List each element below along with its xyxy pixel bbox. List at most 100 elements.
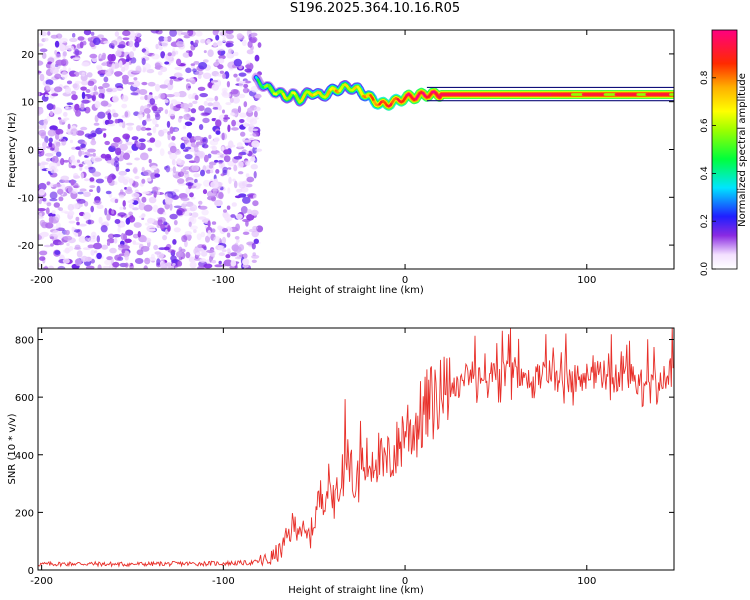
noise-speck	[53, 145, 60, 153]
noise-speck	[189, 216, 195, 223]
noise-speck	[245, 60, 251, 66]
noise-speck	[251, 140, 260, 148]
noise-speck	[53, 107, 63, 115]
noise-speck	[101, 54, 106, 61]
y-tick-label: 0	[28, 146, 34, 157]
noise-speck	[97, 86, 104, 90]
noise-speck	[225, 102, 232, 106]
noise-speck	[221, 236, 227, 244]
noise-speck	[239, 119, 245, 123]
noise-speck	[111, 40, 118, 46]
noise-speck	[112, 95, 119, 103]
noise-speck	[251, 243, 256, 250]
noise-speck	[64, 247, 70, 254]
noise-speck	[90, 231, 97, 239]
noise-speck	[106, 86, 114, 95]
noise-speck	[115, 87, 124, 91]
noise-speck	[156, 258, 161, 266]
noise-speck	[101, 244, 108, 250]
noise-speck	[107, 233, 115, 239]
noise-speck	[199, 93, 208, 98]
noise-speck	[198, 205, 208, 210]
noise-speck	[188, 102, 193, 108]
noise-speck	[161, 40, 169, 48]
noise-speck	[78, 223, 87, 227]
noise-speck	[87, 80, 95, 87]
noise-speck	[81, 91, 86, 100]
noise-speck	[67, 203, 75, 211]
noise-speck	[246, 209, 252, 215]
noise-speck	[222, 37, 226, 43]
noise-speck	[251, 259, 257, 263]
noise-speck	[185, 67, 192, 74]
colorbar-tick-label: 0.8	[700, 70, 710, 85]
noise-speck	[51, 226, 59, 230]
noise-speck	[65, 229, 70, 236]
noise-speck	[112, 261, 120, 268]
noise-speck	[118, 170, 127, 176]
noise-speck	[164, 61, 170, 65]
noise-speck	[184, 231, 192, 236]
noise-speck	[169, 145, 177, 154]
noise-speck	[103, 76, 109, 83]
noise-speck	[57, 241, 64, 246]
signal-ridge	[251, 72, 674, 111]
noise-speck	[77, 36, 85, 41]
noise-speck	[111, 210, 115, 215]
noise-speck	[78, 236, 88, 243]
noise-speck	[127, 82, 135, 85]
noise-speck	[169, 78, 174, 86]
noise-speck	[153, 244, 159, 251]
noise-speck	[39, 31, 47, 37]
noise-speck	[45, 83, 51, 91]
noise-speck	[133, 242, 141, 245]
noise-speck	[50, 62, 56, 68]
noise-speck	[141, 178, 146, 184]
noise-speck	[47, 265, 55, 269]
noise-speck	[54, 86, 63, 93]
noise-speck	[118, 122, 123, 127]
noise-speck	[49, 198, 58, 202]
noise-speck	[139, 105, 145, 113]
noise-speck	[85, 89, 91, 93]
noise-speck	[118, 253, 125, 257]
noise-speck	[178, 246, 183, 253]
noise-speck	[155, 43, 159, 50]
noise-speck	[75, 216, 80, 222]
noise-speck	[220, 173, 225, 177]
noise-speck	[38, 43, 44, 47]
noise-speck	[68, 220, 76, 224]
noise-speck	[255, 148, 263, 152]
noise-speck	[45, 79, 54, 86]
noise-speck	[63, 235, 73, 241]
noise-speck	[60, 210, 68, 213]
noise-speck	[193, 146, 199, 153]
noise-speck	[169, 203, 173, 211]
noise-speck	[131, 80, 141, 88]
noise-speck	[167, 225, 171, 232]
noise-speck	[72, 33, 76, 38]
noise-speck	[73, 229, 81, 233]
noise-speck	[229, 97, 234, 104]
noise-speck	[177, 171, 185, 177]
noise-speck	[177, 178, 185, 184]
noise-speck	[38, 199, 42, 205]
noise-speck	[44, 94, 49, 98]
noise-speck	[190, 142, 196, 147]
noise-speck	[193, 229, 197, 233]
noise-speck	[123, 152, 130, 160]
noise-speck	[74, 244, 81, 250]
noise-speck	[54, 50, 58, 55]
noise-speck	[175, 50, 179, 55]
noise-speck	[143, 108, 151, 114]
noise-speck	[233, 180, 238, 189]
noise-speck	[125, 141, 134, 146]
noise-speck	[100, 100, 109, 107]
noise-speck	[190, 40, 194, 45]
noise-speck	[244, 122, 248, 128]
noise-speck	[80, 143, 86, 149]
noise-speck	[254, 110, 258, 118]
noise-speck	[148, 159, 152, 164]
noise-speck	[173, 220, 178, 226]
noise-speck	[189, 192, 194, 198]
